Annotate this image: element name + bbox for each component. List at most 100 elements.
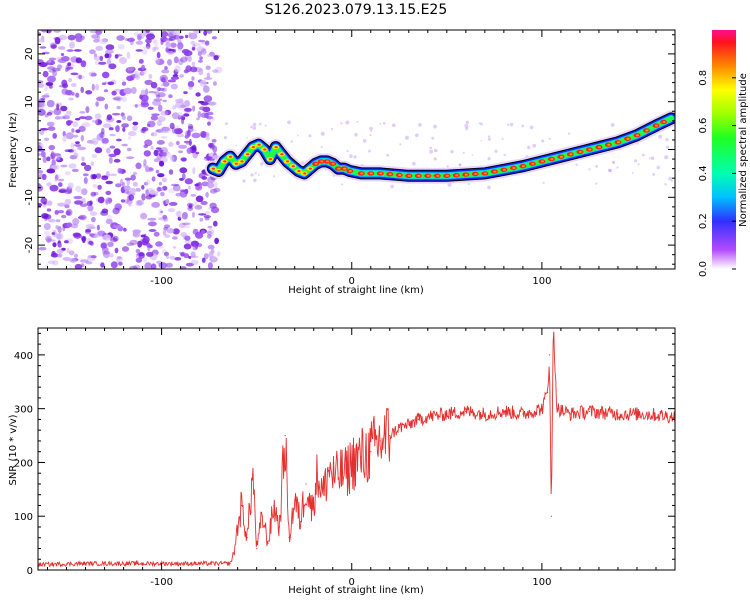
noise-speckle — [187, 55, 192, 63]
faint-speckle — [433, 157, 437, 161]
noise-speckle — [161, 126, 170, 132]
noise-speckle — [198, 100, 205, 104]
noise-speckle — [89, 30, 99, 34]
noise-speckle — [99, 38, 107, 45]
noise-speckle — [91, 137, 99, 144]
noise-speckle — [184, 235, 191, 241]
noise-speckle — [101, 137, 109, 144]
track-core — [251, 146, 255, 149]
noise-speckle — [73, 253, 78, 258]
noise-speckle — [126, 51, 131, 59]
noise-speckle — [158, 217, 163, 221]
signal-track — [204, 110, 675, 184]
noise-speckle — [48, 144, 56, 151]
noise-speckle — [168, 201, 178, 206]
spectrogram-ylabel: Frequency (Hz) — [8, 112, 19, 188]
faint-speckle — [610, 123, 615, 127]
noise-speckle — [143, 150, 151, 157]
noise-speckle — [129, 265, 138, 269]
noise-speckle — [70, 83, 77, 87]
noise-speckle — [89, 233, 95, 237]
faint-speckle — [320, 145, 323, 148]
y-tick-label: -20 — [24, 237, 35, 253]
snr-point — [142, 562, 144, 565]
noise-speckle — [106, 147, 111, 154]
track-core — [280, 153, 284, 156]
track-core — [626, 137, 630, 140]
noise-speckle — [172, 30, 182, 36]
noise-speckle — [93, 38, 100, 43]
faint-speckle — [354, 132, 358, 137]
noise-speckle — [119, 178, 124, 186]
noise-speckle — [60, 164, 68, 168]
track-core — [464, 173, 468, 176]
noise-speckle — [211, 255, 217, 261]
noise-speckle — [105, 49, 114, 54]
track-core — [455, 174, 459, 177]
noise-speckle — [92, 174, 97, 180]
noise-speckle — [165, 262, 173, 268]
faint-speckle — [392, 123, 396, 128]
track-core — [597, 146, 602, 149]
faint-speckle — [631, 172, 634, 175]
snr-point — [370, 451, 372, 453]
noise-speckle — [84, 164, 92, 172]
noise-speckle — [80, 134, 85, 142]
track-core — [325, 160, 330, 163]
snr-point — [229, 562, 231, 565]
colorbar-tick-label: 0.8 — [698, 70, 709, 86]
faint-speckle — [382, 122, 386, 125]
noise-speckle — [170, 83, 178, 90]
noise-speckle — [168, 188, 175, 194]
noise-speckle — [160, 210, 164, 214]
noise-speckle — [146, 251, 154, 257]
noise-speckle — [190, 40, 196, 45]
noise-speckle — [152, 38, 157, 44]
noise-speckle — [160, 126, 169, 134]
snr-point — [617, 413, 619, 415]
noise-speckle — [180, 56, 188, 63]
noise-speckle — [58, 182, 63, 188]
noise-speckle — [215, 66, 223, 74]
noise-speckle — [141, 127, 149, 132]
track-core — [531, 162, 535, 165]
noise-speckle — [56, 64, 63, 69]
noise-speckle — [183, 113, 190, 117]
noise-speckle — [75, 37, 83, 43]
track-core — [223, 160, 227, 163]
noise-speckle — [148, 229, 157, 232]
noise-speckle — [62, 257, 71, 261]
noise-speckle — [55, 219, 61, 223]
noise-speckle — [161, 77, 166, 83]
noise-speckle — [64, 112, 72, 117]
noise-speckle — [210, 206, 220, 214]
noise-speckle — [211, 36, 217, 40]
noise-speckle — [208, 251, 214, 258]
faint-speckle — [471, 154, 474, 156]
noise-speckle — [164, 224, 171, 229]
faint-speckle — [521, 124, 525, 128]
noise-speckle — [157, 104, 163, 112]
faint-speckle — [487, 137, 491, 141]
noise-speckle — [162, 81, 170, 87]
y-tick-label: 100 — [14, 512, 33, 523]
faint-speckle — [223, 136, 227, 140]
noise-speckle — [80, 263, 85, 268]
noise-speckle — [105, 116, 115, 123]
noise-speckle — [150, 115, 159, 121]
noise-speckle — [158, 208, 164, 216]
track-core — [246, 153, 250, 156]
noise-speckle — [141, 49, 148, 55]
noise-speckle — [214, 237, 220, 245]
faint-speckle — [308, 134, 312, 138]
noise-speckle — [198, 39, 206, 43]
noise-speckle — [71, 128, 75, 133]
noise-speckle — [109, 237, 118, 242]
noise-speckle — [107, 197, 113, 203]
noise-speckle — [143, 159, 147, 166]
noise-speckle — [153, 39, 159, 47]
faint-speckle — [369, 126, 373, 131]
noise-speckle — [134, 104, 138, 108]
track-core — [257, 143, 261, 146]
noise-speckle — [86, 200, 93, 206]
